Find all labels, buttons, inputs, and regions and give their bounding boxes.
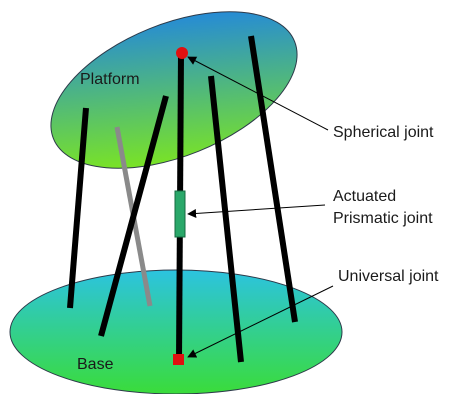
actuated-label-line2: Prismatic joint bbox=[333, 210, 433, 227]
universal-joint bbox=[173, 354, 184, 365]
leg-5 bbox=[248, 35, 298, 323]
base-ellipse bbox=[9, 269, 343, 394]
leg-1 bbox=[67, 107, 89, 309]
leg-2 bbox=[98, 95, 169, 337]
base-label: Base bbox=[77, 356, 114, 373]
spherical-joint bbox=[176, 47, 188, 59]
actuated-label-line1: Actuated bbox=[333, 188, 396, 205]
platform-ellipse bbox=[50, 11, 298, 169]
leg-4 bbox=[208, 75, 244, 363]
platform-label: Platform bbox=[80, 71, 140, 88]
actuated-prismatic-joint bbox=[174, 190, 186, 238]
pointer-spherical bbox=[187, 56, 329, 131]
pointer-actuated bbox=[187, 204, 326, 218]
pointer-universal bbox=[187, 285, 334, 358]
spherical-joint-label: Spherical joint bbox=[333, 124, 434, 141]
universal-joint-label: Universal joint bbox=[338, 268, 439, 285]
